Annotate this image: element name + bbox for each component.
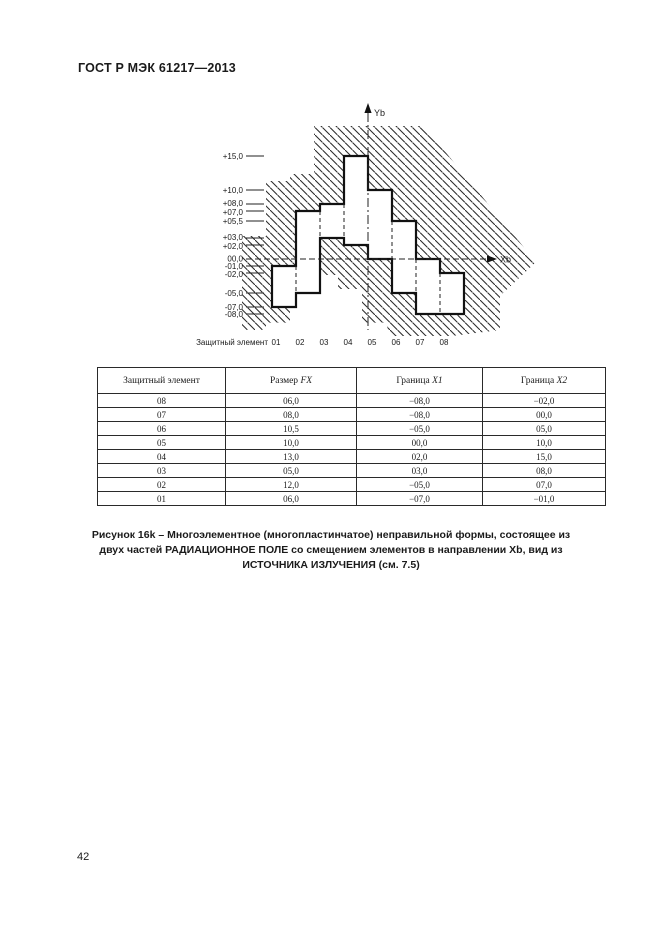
y-tick-label: +02,0 [223, 242, 244, 251]
element-number: 02 [296, 338, 305, 347]
document-title: ГОСТ Р МЭК 61217—2013 [78, 61, 236, 75]
xb-axis-arrow-icon [487, 255, 497, 263]
table-row: 02 12,0 −05,0 07,0 [97, 477, 606, 492]
y-tick-label: +08,0 [223, 199, 244, 208]
col-header-border-x2: Граница X2 [482, 367, 606, 394]
page-number: 42 [77, 851, 90, 863]
cell-border-x2: 05,0 [482, 421, 606, 436]
cell-element-id: 06 [97, 421, 226, 436]
figure-caption: Рисунок 16k – Многоэлементное (многоплас… [66, 528, 596, 573]
y-tick-label: +15,0 [223, 152, 244, 161]
y-tick-label: -02,0 [225, 270, 244, 279]
cell-size-fx: 06,0 [225, 393, 357, 408]
col-header-size-fx: Размер FX [225, 367, 357, 394]
table-header-row: Защитный элемент Размер FX Граница X1 Гр… [97, 367, 606, 394]
y-tick-label: -05,0 [225, 289, 244, 298]
xb-axis-label: Xb [500, 255, 511, 265]
elements-table: Защитный элемент Размер FX Граница X1 Гр… [97, 367, 606, 506]
cell-border-x2: −02,0 [482, 393, 606, 408]
table-row: 06 10,5 −05,0 05,0 [97, 421, 606, 436]
element-number: 08 [440, 338, 449, 347]
cell-element-id: 03 [97, 463, 226, 478]
element-boundary-lines [295, 204, 441, 314]
cell-size-fx: 12,0 [225, 477, 357, 492]
table-row: 03 05,0 03,0 08,0 [97, 463, 606, 478]
cell-element-id: 07 [97, 407, 226, 422]
cell-border-x2: 15,0 [482, 449, 606, 464]
cell-size-fx: 06,0 [225, 491, 357, 506]
element-number: 01 [272, 338, 281, 347]
table-row: 08 06,0 −08,0 −02,0 [97, 393, 606, 408]
col-header-border-x1: Граница X1 [356, 367, 483, 394]
y-tick-label: +03,0 [223, 233, 244, 242]
element-number: 07 [416, 338, 425, 347]
y-tick-label: -08,0 [225, 310, 244, 319]
cell-border-x2: 00,0 [482, 407, 606, 422]
cell-border-x1: −05,0 [356, 421, 483, 436]
y-tick-label: +07,0 [223, 208, 244, 217]
cell-size-fx: 05,0 [225, 463, 357, 478]
element-number: 06 [392, 338, 401, 347]
y-tick-label: 00,0 [227, 255, 243, 264]
yb-axis-label: Yb [374, 108, 385, 118]
elements-row-label: Защитный элемент [196, 338, 268, 347]
caption-line: ИСТОЧНИКА ИЗЛУЧЕНИЯ (см. 7.5) [242, 559, 420, 571]
cell-border-x1: −05,0 [356, 477, 483, 492]
cell-size-fx: 10,5 [225, 421, 357, 436]
radiation-field-diagram: Xb Yb +15,0 +10,0 +08,0 +07,0 +05,5 [196, 103, 536, 347]
cell-element-id: 04 [97, 449, 226, 464]
element-number: 04 [344, 338, 353, 347]
caption-line: Рисунок 16k – Многоэлементное (многоплас… [91, 529, 571, 541]
cell-border-x1: −07,0 [356, 491, 483, 506]
element-number: 05 [368, 338, 377, 347]
cell-border-x2: 08,0 [482, 463, 606, 478]
y-tick-leaders [246, 155, 264, 315]
cell-border-x1: 02,0 [356, 449, 483, 464]
cell-element-id: 02 [97, 477, 226, 492]
cell-border-x2: 10,0 [482, 435, 606, 450]
y-tick-label: -01,0 [225, 262, 244, 271]
col-header-element: Защитный элемент [97, 367, 226, 394]
caption-line: двух частей РАДИАЦИОННОЕ ПОЛЕ со смещени… [99, 544, 563, 556]
table-row: 01 06,0 −07,0 −01,0 [97, 491, 606, 506]
yb-axis-arrow-icon [364, 103, 372, 113]
cell-size-fx: 10,0 [225, 435, 357, 450]
cell-size-fx: 13,0 [225, 449, 357, 464]
table-row: 05 10,0 00,0 10,0 [97, 435, 606, 450]
cell-border-x1: −08,0 [356, 407, 483, 422]
y-tick-label: -07,0 [225, 303, 244, 312]
cell-size-fx: 08,0 [225, 407, 357, 422]
table-row: 04 13,0 02,0 15,0 [97, 449, 606, 464]
table-row: 07 08,0 −08,0 00,0 [97, 407, 606, 422]
cell-border-x2: −01,0 [482, 491, 606, 506]
cell-border-x1: −08,0 [356, 393, 483, 408]
cell-border-x2: 07,0 [482, 477, 606, 492]
y-tick-label: +10,0 [223, 186, 244, 195]
cell-element-id: 08 [97, 393, 226, 408]
y-tick-label: +05,5 [223, 217, 244, 226]
cell-border-x1: 00,0 [356, 435, 483, 450]
cell-element-id: 05 [97, 435, 226, 450]
cell-border-x1: 03,0 [356, 463, 483, 478]
cell-element-id: 01 [97, 491, 226, 506]
element-number: 03 [320, 338, 329, 347]
